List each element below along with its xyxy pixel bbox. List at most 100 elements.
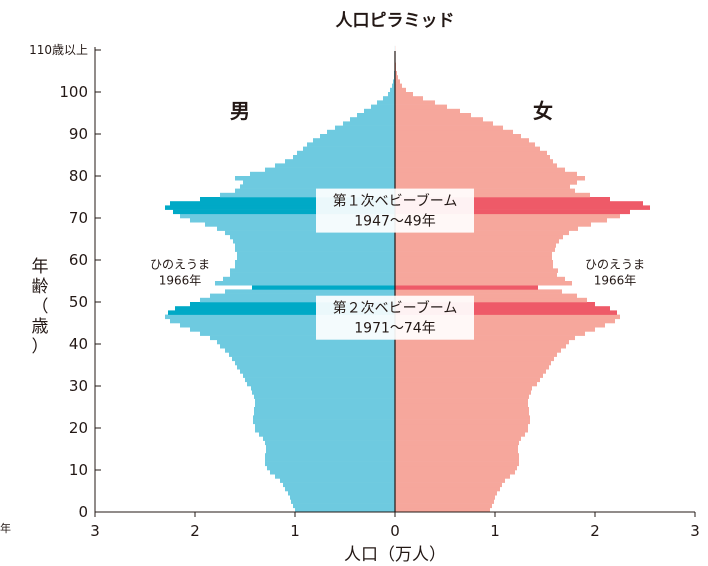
bar-male-age-82 <box>275 163 395 168</box>
bar-female-age-81 <box>395 167 565 173</box>
bar-male-age-8 <box>275 474 395 479</box>
bar-male-age-83 <box>285 159 395 164</box>
bar-female-age-16 <box>395 440 519 446</box>
bar-male-age-70 <box>180 213 395 219</box>
x-tick-label: 2 <box>590 522 600 540</box>
bar-male-age-3 <box>290 495 395 500</box>
side-label-male: 男 <box>230 99 250 123</box>
bar-female-age-80 <box>395 171 577 177</box>
bar-male-age-1 <box>293 503 395 509</box>
bar-male-age-46 <box>165 314 395 320</box>
bar-female-age-76 <box>395 188 575 194</box>
annotation-text-boom1: 1947〜49年 <box>354 214 435 230</box>
bar-male-age-44 <box>180 323 395 328</box>
bar-male-age-49 <box>190 302 395 307</box>
bar-male-age-30 <box>247 381 395 387</box>
x-tick-label: 3 <box>90 522 100 540</box>
bar-female-age-35 <box>395 360 551 366</box>
bar-male-age-23 <box>254 411 395 416</box>
bar-female-age-26 <box>395 398 528 404</box>
bar-female-age-22 <box>395 415 530 420</box>
y-tick-label: 40 <box>69 335 88 353</box>
x-tick-label: 2 <box>190 522 200 540</box>
x-axis-ticks: 3 2 1 0 1 2 3 <box>90 512 700 540</box>
bar-female-age-6 <box>395 482 502 488</box>
bar-female-age-85 <box>395 150 547 156</box>
bar-female-age-95 <box>395 108 460 114</box>
y-tick-label: 10 <box>69 461 88 479</box>
bar-female-age-70 <box>395 213 620 219</box>
bar-male-age-63 <box>235 243 395 248</box>
x-axis-label: 人口（万人） <box>344 545 446 565</box>
male-bars <box>165 45 395 513</box>
bar-male-age-75 <box>220 192 395 198</box>
bar-female-age-56 <box>395 272 557 278</box>
bar-female-age-66 <box>395 230 569 236</box>
bar-female-age-50 <box>395 297 587 303</box>
y-tick-label: 30 <box>69 377 88 395</box>
bar-male-age-18 <box>259 432 395 437</box>
bar-male-age-16 <box>265 440 395 446</box>
bar-male-age-22 <box>253 415 395 420</box>
annotation-text-boom2: 第２次ベビーブーム <box>333 300 458 317</box>
bar-female-age-38 <box>395 348 561 353</box>
bar-female-age-104 <box>395 71 397 76</box>
y-tick-label: 110歳以上 <box>29 43 88 57</box>
bar-female-age-75 <box>395 192 590 198</box>
bar-male-age-50 <box>200 297 395 303</box>
bar-male-age-85 <box>297 150 395 156</box>
bar-male-age-87 <box>307 142 395 147</box>
bar-male-age-97 <box>377 100 395 105</box>
bar-male-age-88 <box>313 138 395 143</box>
bar-male-age-93 <box>350 117 395 122</box>
bar-female-age-53 <box>395 285 538 290</box>
bar-male-age-67 <box>217 226 395 231</box>
bar-male-age-41 <box>210 335 395 341</box>
bar-male-age-9 <box>270 470 395 475</box>
bar-female-age-90 <box>395 129 513 135</box>
bar-female-age-28 <box>395 390 531 395</box>
bar-female-age-64 <box>395 239 559 244</box>
annotation-text-hinoe-male: ひのえうま <box>150 258 210 272</box>
bar-male-age-40 <box>217 339 395 345</box>
bar-male-age-65 <box>230 234 395 240</box>
bar-male-age-32 <box>243 373 395 378</box>
bar-male-age-31 <box>245 377 395 383</box>
bar-female-age-34 <box>395 365 549 370</box>
bar-male-age-27 <box>254 394 395 399</box>
y-tick-label: 0 <box>78 503 88 521</box>
bar-male-age-68 <box>205 222 395 227</box>
bar-female-age-60 <box>395 255 552 261</box>
bar-female-age-17 <box>395 436 521 441</box>
bar-female-age-84 <box>395 155 550 160</box>
bar-female-age-33 <box>395 369 546 374</box>
bar-male-age-53 <box>252 285 395 290</box>
bar-male-age-56 <box>230 272 395 278</box>
bar-male-age-95 <box>364 108 395 114</box>
bar-female-age-42 <box>395 331 585 336</box>
bar-female-age-23 <box>395 411 529 416</box>
bar-male-age-20 <box>255 423 395 429</box>
bar-male-age-61 <box>237 251 395 257</box>
bar-male-age-42 <box>200 331 395 336</box>
bar-female-age-74 <box>395 197 610 202</box>
bar-male-age-14 <box>266 449 395 454</box>
bar-female-age-49 <box>395 302 595 307</box>
bar-female-age-58 <box>395 264 553 269</box>
bar-male-age-80 <box>250 171 395 177</box>
bar-female-age-51 <box>395 293 577 299</box>
bar-female-age-71 <box>395 209 630 215</box>
bar-female-age-32 <box>395 373 543 378</box>
bar-female-age-55 <box>395 276 565 282</box>
bar-male-age-90 <box>327 129 395 135</box>
annotation-text-boom1: 第１次ベビーブーム <box>333 193 458 210</box>
bar-female-age-102 <box>395 79 400 84</box>
annotation-text-boom2: 1971〜74年 <box>354 321 435 337</box>
bar-female-age-79 <box>395 176 585 181</box>
bar-female-age-11 <box>395 461 519 467</box>
bar-male-age-100 <box>390 87 395 93</box>
bar-female-age-83 <box>395 159 553 164</box>
bar-female-age-21 <box>395 419 530 425</box>
bar-female-age-59 <box>395 260 553 265</box>
